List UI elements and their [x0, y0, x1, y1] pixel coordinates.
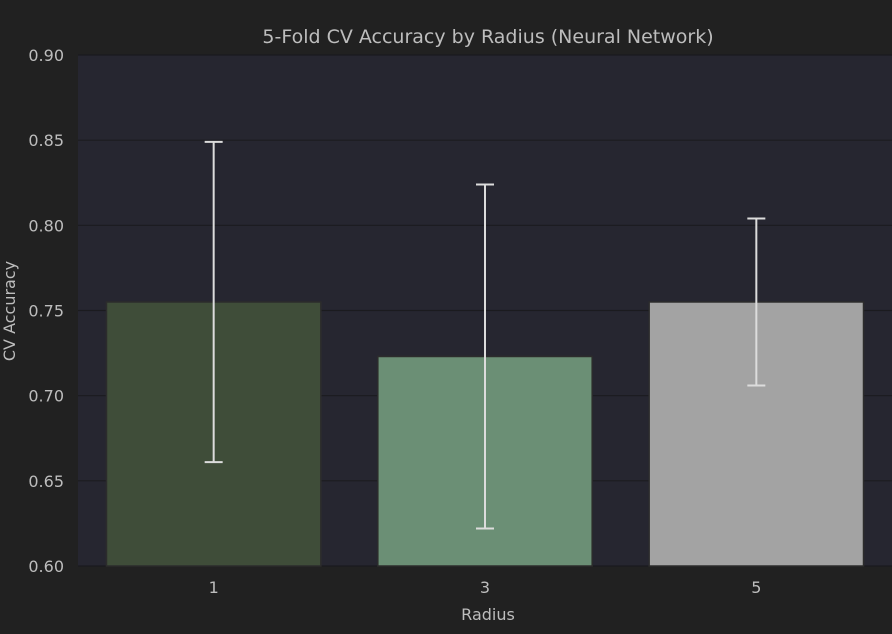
y-tick-label: 0.80 — [28, 216, 64, 235]
x-tick-label: 1 — [209, 578, 219, 597]
y-tick-label: 0.85 — [28, 131, 64, 150]
y-tick-label: 0.90 — [28, 46, 64, 65]
y-tick-label: 0.60 — [28, 557, 64, 576]
x-axis-ticks: 1 3 5 — [209, 578, 762, 597]
x-tick-label: 5 — [751, 578, 761, 597]
error-bars — [204, 140, 766, 530]
x-tick-label: 3 — [480, 578, 490, 597]
chart-title: 5-Fold CV Accuracy by Radius (Neural Net… — [262, 26, 713, 48]
y-tick-label: 0.75 — [28, 302, 64, 321]
y-axis-label: CV Accuracy — [0, 261, 19, 361]
y-tick-label: 0.70 — [28, 387, 64, 406]
y-tick-label: 0.65 — [28, 472, 64, 491]
y-axis-ticks: 0.60 0.65 0.70 0.75 0.80 0.85 0.90 — [28, 46, 64, 576]
x-axis-label: Radius — [461, 605, 515, 624]
